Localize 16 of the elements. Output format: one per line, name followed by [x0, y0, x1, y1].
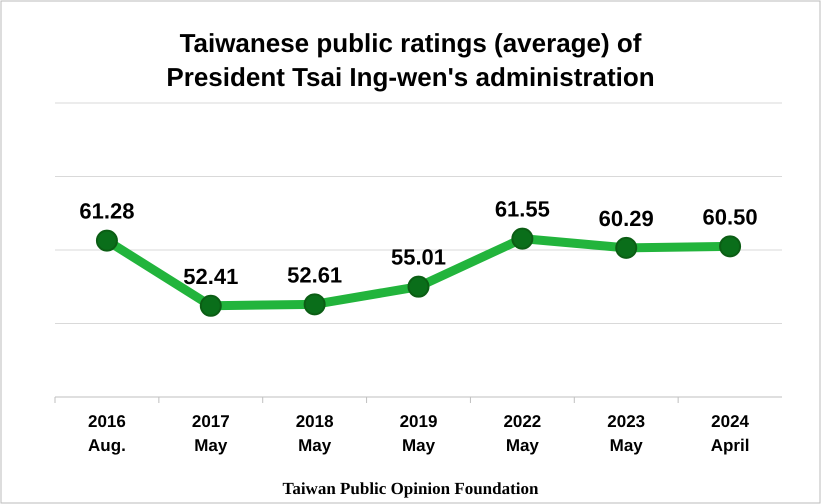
data-label: 60.29: [598, 206, 654, 231]
data-label: 61.28: [79, 198, 134, 224]
data-label: 61.55: [494, 196, 550, 222]
chart-title: Taiwanese public ratings (average) of President Tsai Ing-wen's administration: [166, 28, 655, 92]
x-tick-label: 2022 May: [503, 412, 542, 455]
x-tick-label: 2016 Aug.: [88, 412, 126, 455]
data-label: 60.50: [702, 204, 758, 230]
x-tick-label: 2024 April: [710, 412, 750, 455]
data-label: 52.41: [183, 264, 238, 289]
x-tick-label: 2017 May: [192, 412, 230, 455]
data-label: 52.61: [287, 262, 342, 288]
x-tick-label: 2019 May: [400, 412, 438, 455]
x-tick-label: 2023 May: [607, 412, 646, 455]
x-tick-label: 2018 May: [296, 412, 334, 455]
text: Taiwan Public Opinion Foundation: [282, 479, 539, 498]
data-label: 55.01: [390, 244, 446, 270]
